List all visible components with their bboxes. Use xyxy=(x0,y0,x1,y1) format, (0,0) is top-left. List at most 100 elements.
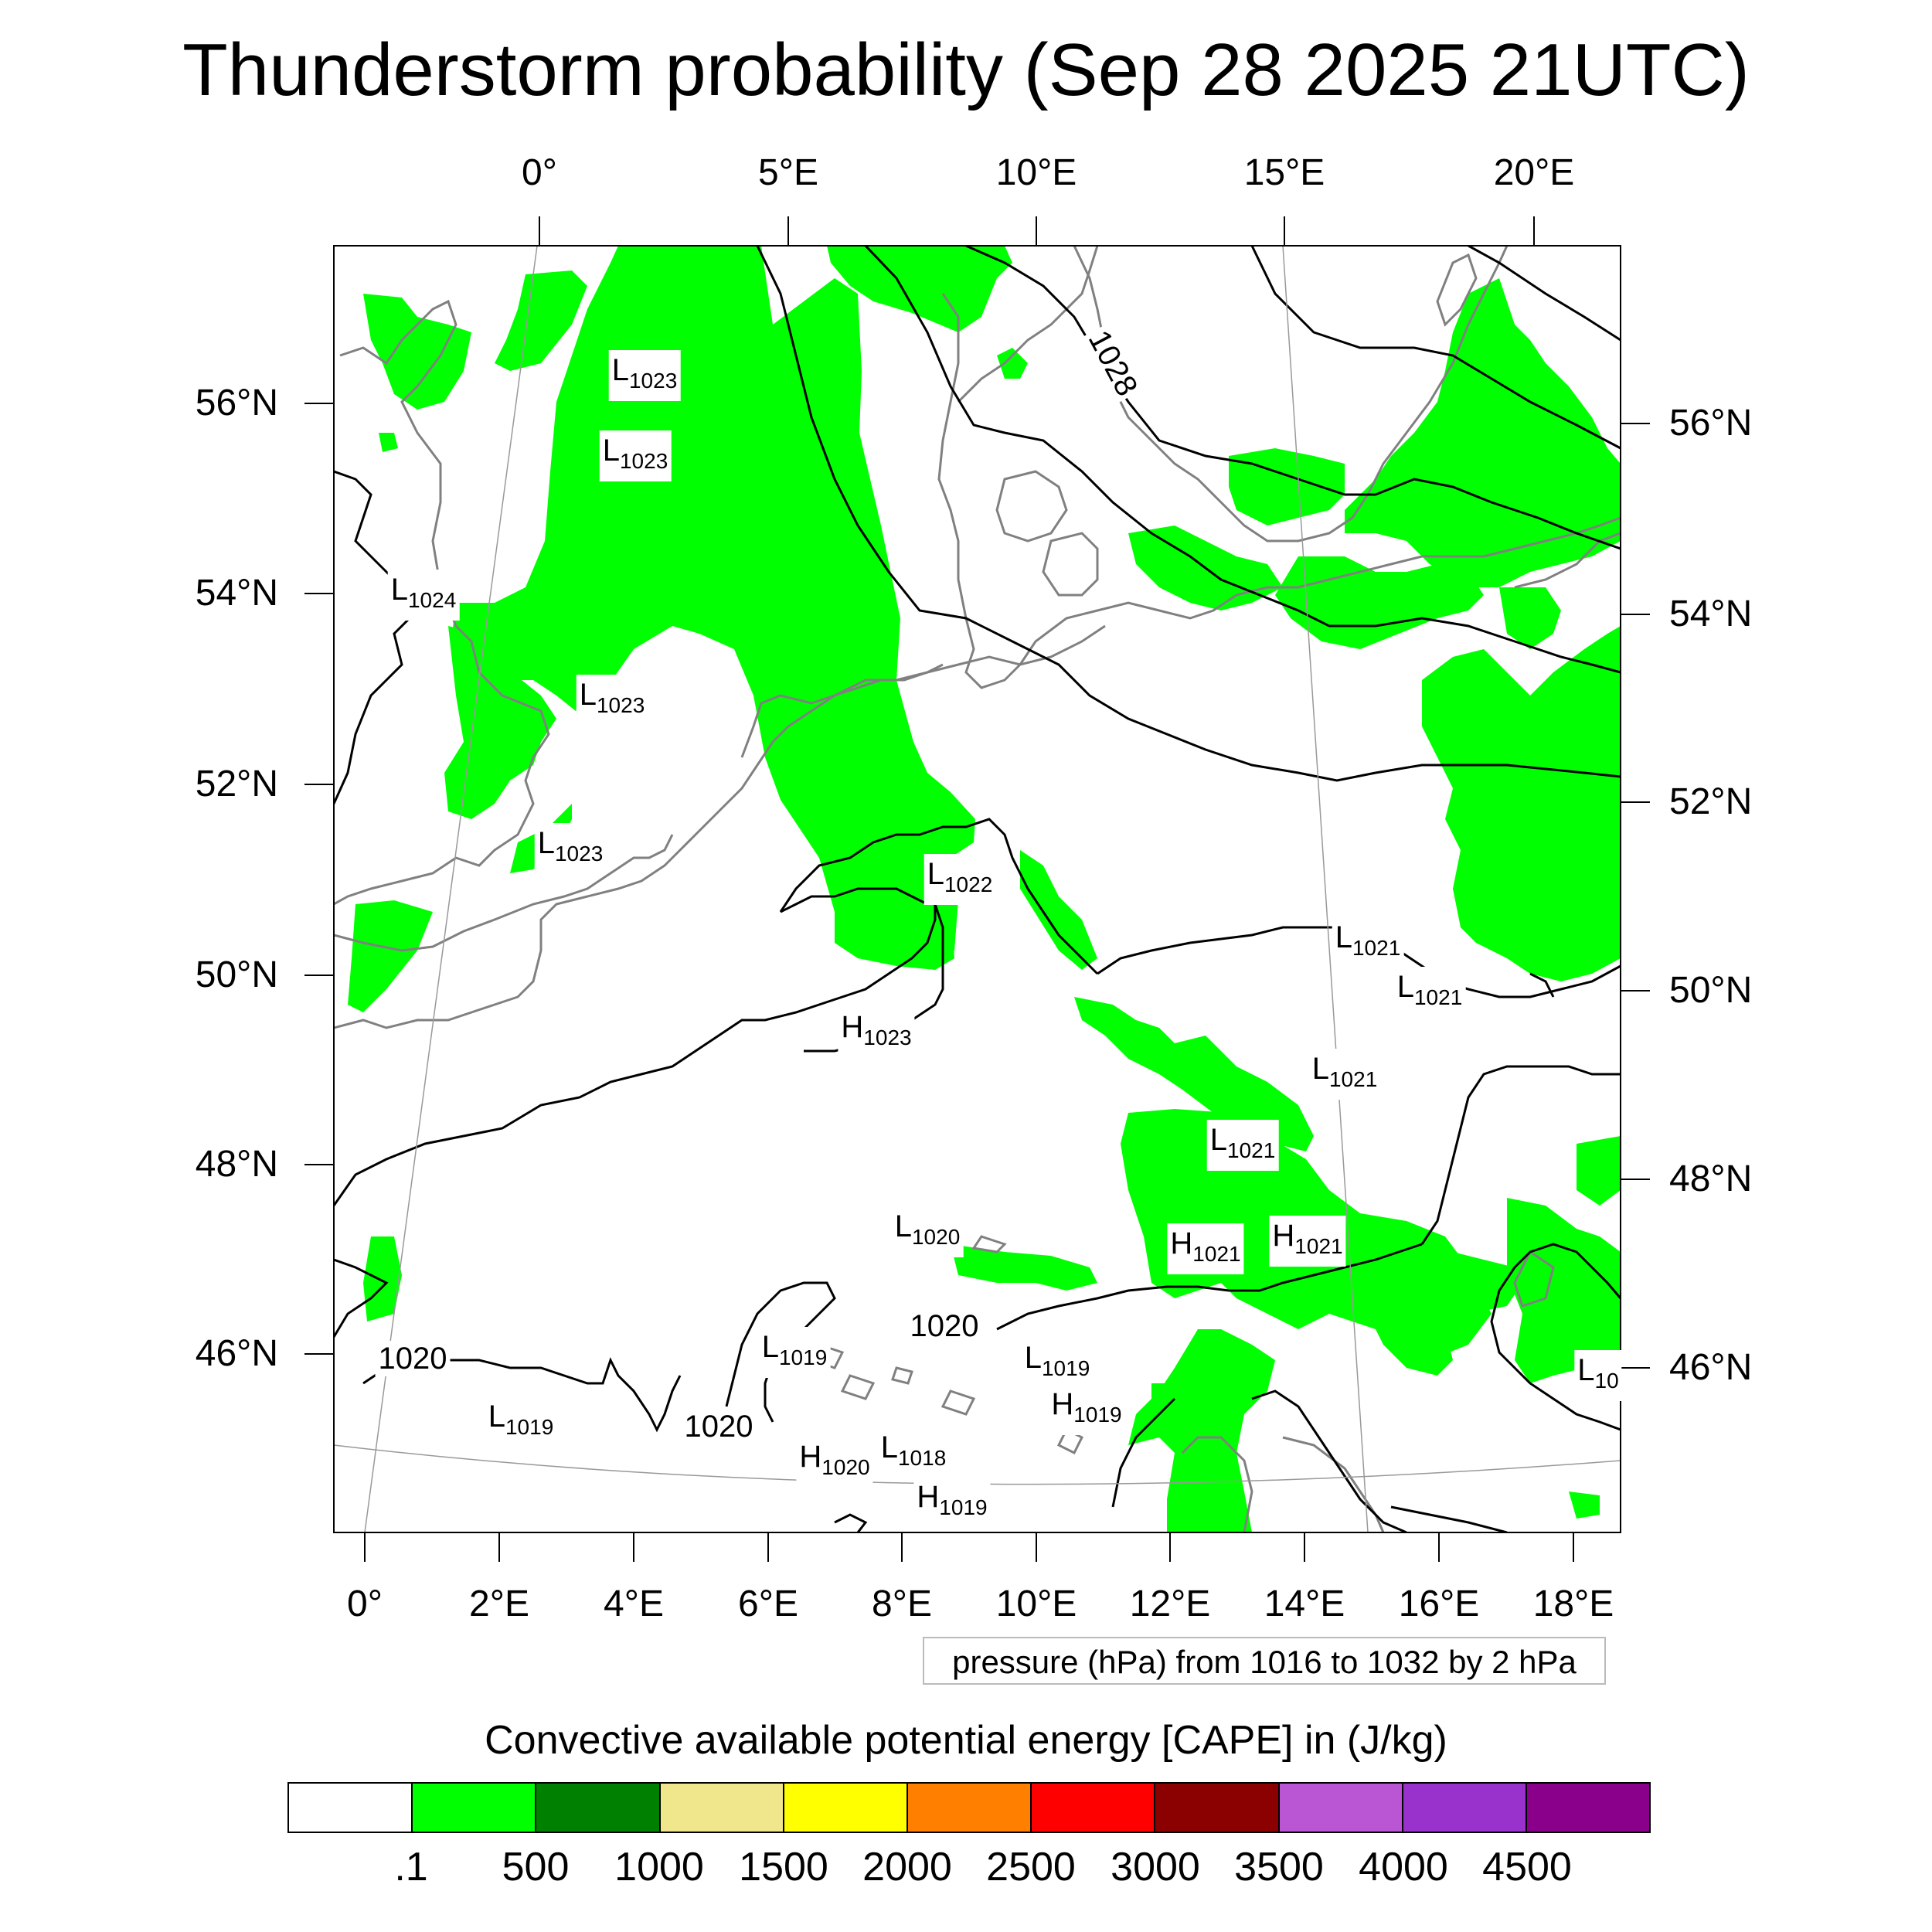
bottom-lon-label: 16°E xyxy=(1398,1583,1480,1624)
colorbar-label: 1000 xyxy=(614,1845,704,1889)
cape-area-uk-sw xyxy=(348,900,433,1012)
pressure-center-label: H1019 xyxy=(913,1477,991,1528)
cape-area-scotland xyxy=(363,294,471,410)
cape-area-uk-north xyxy=(379,433,398,452)
cape-area-hungary-2 xyxy=(1577,1136,1621,1206)
pressure-center-value: 1021 xyxy=(1352,936,1401,960)
cape-area-germany-s xyxy=(1074,997,1314,1151)
cape-area-scotland-2 xyxy=(495,270,587,371)
isobar-1018 xyxy=(1513,1243,1621,1299)
isobars xyxy=(334,246,1621,1532)
coastline-uk xyxy=(334,299,550,906)
isobar-small-loop-2 xyxy=(1529,972,1555,998)
pressure-center-type: L xyxy=(1209,1123,1227,1157)
pressure-center-label: L1023 xyxy=(608,350,681,401)
pressure-center-value: 1019 xyxy=(1041,1356,1090,1380)
pressure-center-value: 1021 xyxy=(1192,1242,1241,1266)
left-lat-label: 56°N xyxy=(195,383,278,423)
isobar-1028 xyxy=(756,246,1621,782)
isobar-1018-d xyxy=(1111,1397,1176,1508)
cape-area-biscay xyxy=(363,1236,402,1321)
isobar-1022-west xyxy=(334,470,419,804)
ticks-right xyxy=(1621,423,1650,1369)
left-lat-label: 48°N xyxy=(195,1144,278,1185)
coastlines xyxy=(334,246,1621,1532)
pressure-center-value: 1022 xyxy=(944,872,993,896)
pressure-center-type: L xyxy=(611,353,629,387)
pressure-center-label: L1021 xyxy=(1308,1049,1381,1100)
bottom-lon-label: 2°E xyxy=(469,1583,529,1624)
contour-info-box: pressure (hPa) from 1016 to 1032 by 2 hP… xyxy=(923,1637,1606,1685)
pressure-center-value: 1021 xyxy=(1413,985,1463,1009)
left-lat-label: 52°N xyxy=(195,764,278,804)
pressure-center-label: L1023 xyxy=(534,823,607,874)
pressure-center-label: H1023 xyxy=(838,1007,915,1058)
pressure-center-type: L xyxy=(488,1400,505,1434)
pressure-center-value: 1019 xyxy=(778,1345,828,1369)
coastline-baltic-south xyxy=(1514,532,1621,589)
colorbar-label: 3500 xyxy=(1234,1845,1324,1889)
pressure-center-label: L1021 xyxy=(1206,1120,1279,1171)
coastline-gotland xyxy=(1436,253,1478,327)
pressure-center-label: H1021 xyxy=(1167,1223,1244,1274)
bottom-lon-label: 10°E xyxy=(995,1583,1077,1624)
pressure-center-value: 1021 xyxy=(1294,1234,1343,1258)
pressure-center-value: 1019 xyxy=(939,1495,988,1519)
pressure-center-value: 1023 xyxy=(619,449,668,473)
cape-area-denmark xyxy=(997,348,1028,379)
pressure-center-type: L xyxy=(894,1209,912,1243)
isobar-value-label: 1020 xyxy=(906,1308,982,1344)
isobar-value-label: 1020 xyxy=(681,1409,757,1444)
colorbar-box xyxy=(413,1784,537,1832)
pressure-center-value: 10 xyxy=(1594,1369,1619,1393)
right-lat-label: 54°N xyxy=(1669,594,1753,634)
right-lat-label: 46°N xyxy=(1669,1347,1753,1388)
coastline-germany-north xyxy=(1019,516,1621,665)
map-title: Thunderstorm probability (Sep 28 2025 21… xyxy=(182,29,1750,111)
isobar-1022-d xyxy=(780,887,928,913)
colorbar-box xyxy=(907,1784,1032,1832)
cape-area-hungary xyxy=(1507,1198,1621,1383)
cape-area-germany-w xyxy=(1020,850,1097,970)
pressure-center-type: L xyxy=(1335,920,1352,954)
top-lon-label: 0° xyxy=(522,152,557,193)
isobar-value-label: 1020 xyxy=(375,1341,451,1376)
pressure-center-value: 1024 xyxy=(407,588,457,612)
cape-area-alps xyxy=(951,1244,1097,1291)
isobar-small-loop xyxy=(834,1513,868,1532)
pressure-center-type: H xyxy=(799,1440,822,1474)
pressure-center-label: L1019 xyxy=(1021,1338,1094,1389)
left-lat-label: 50°N xyxy=(195,954,278,995)
pressure-center-type: L xyxy=(927,857,944,891)
isobar-1020-east xyxy=(1420,1065,1621,1245)
cape-area-slovenia xyxy=(1368,1283,1453,1376)
cape-area-croatia xyxy=(1569,1492,1600,1519)
cape-area-poland xyxy=(1422,626,1621,981)
colorbar-box xyxy=(1155,1784,1280,1832)
pressure-center-type: L xyxy=(1577,1353,1595,1387)
pressure-center-label: L1019 xyxy=(485,1396,557,1447)
pressure-center-type: L xyxy=(761,1330,779,1364)
colorbar-box xyxy=(660,1784,784,1832)
coastline-lake-6 xyxy=(891,1366,913,1385)
meridian-15e xyxy=(1282,246,1369,1532)
cape-area-sweden xyxy=(1345,278,1621,587)
colorbar xyxy=(287,1782,1651,1833)
pressure-center-type: L xyxy=(579,678,597,712)
colorbar-box xyxy=(1032,1784,1156,1832)
pressure-center-type: L xyxy=(880,1430,898,1464)
pressure-center-label: L1021 xyxy=(1393,967,1466,1018)
pressure-center-value: 1023 xyxy=(596,693,645,717)
colorbar-label: .1 xyxy=(394,1845,428,1889)
left-lat-label: 46°N xyxy=(195,1333,278,1374)
isobar-1020-mid xyxy=(996,1243,1423,1331)
coastline-lake-4 xyxy=(940,1389,976,1416)
right-lat-label: 48°N xyxy=(1669,1158,1753,1199)
bottom-lon-label: 4°E xyxy=(604,1583,664,1624)
pressure-center-label: H1021 xyxy=(1269,1216,1346,1267)
cape-area-adriatic xyxy=(1128,1329,1275,1532)
colorbar-box xyxy=(1279,1784,1403,1832)
pressure-center-type: H xyxy=(1170,1226,1193,1260)
colorbar-box xyxy=(536,1784,661,1832)
isobar-1018-e xyxy=(1390,1505,1508,1532)
